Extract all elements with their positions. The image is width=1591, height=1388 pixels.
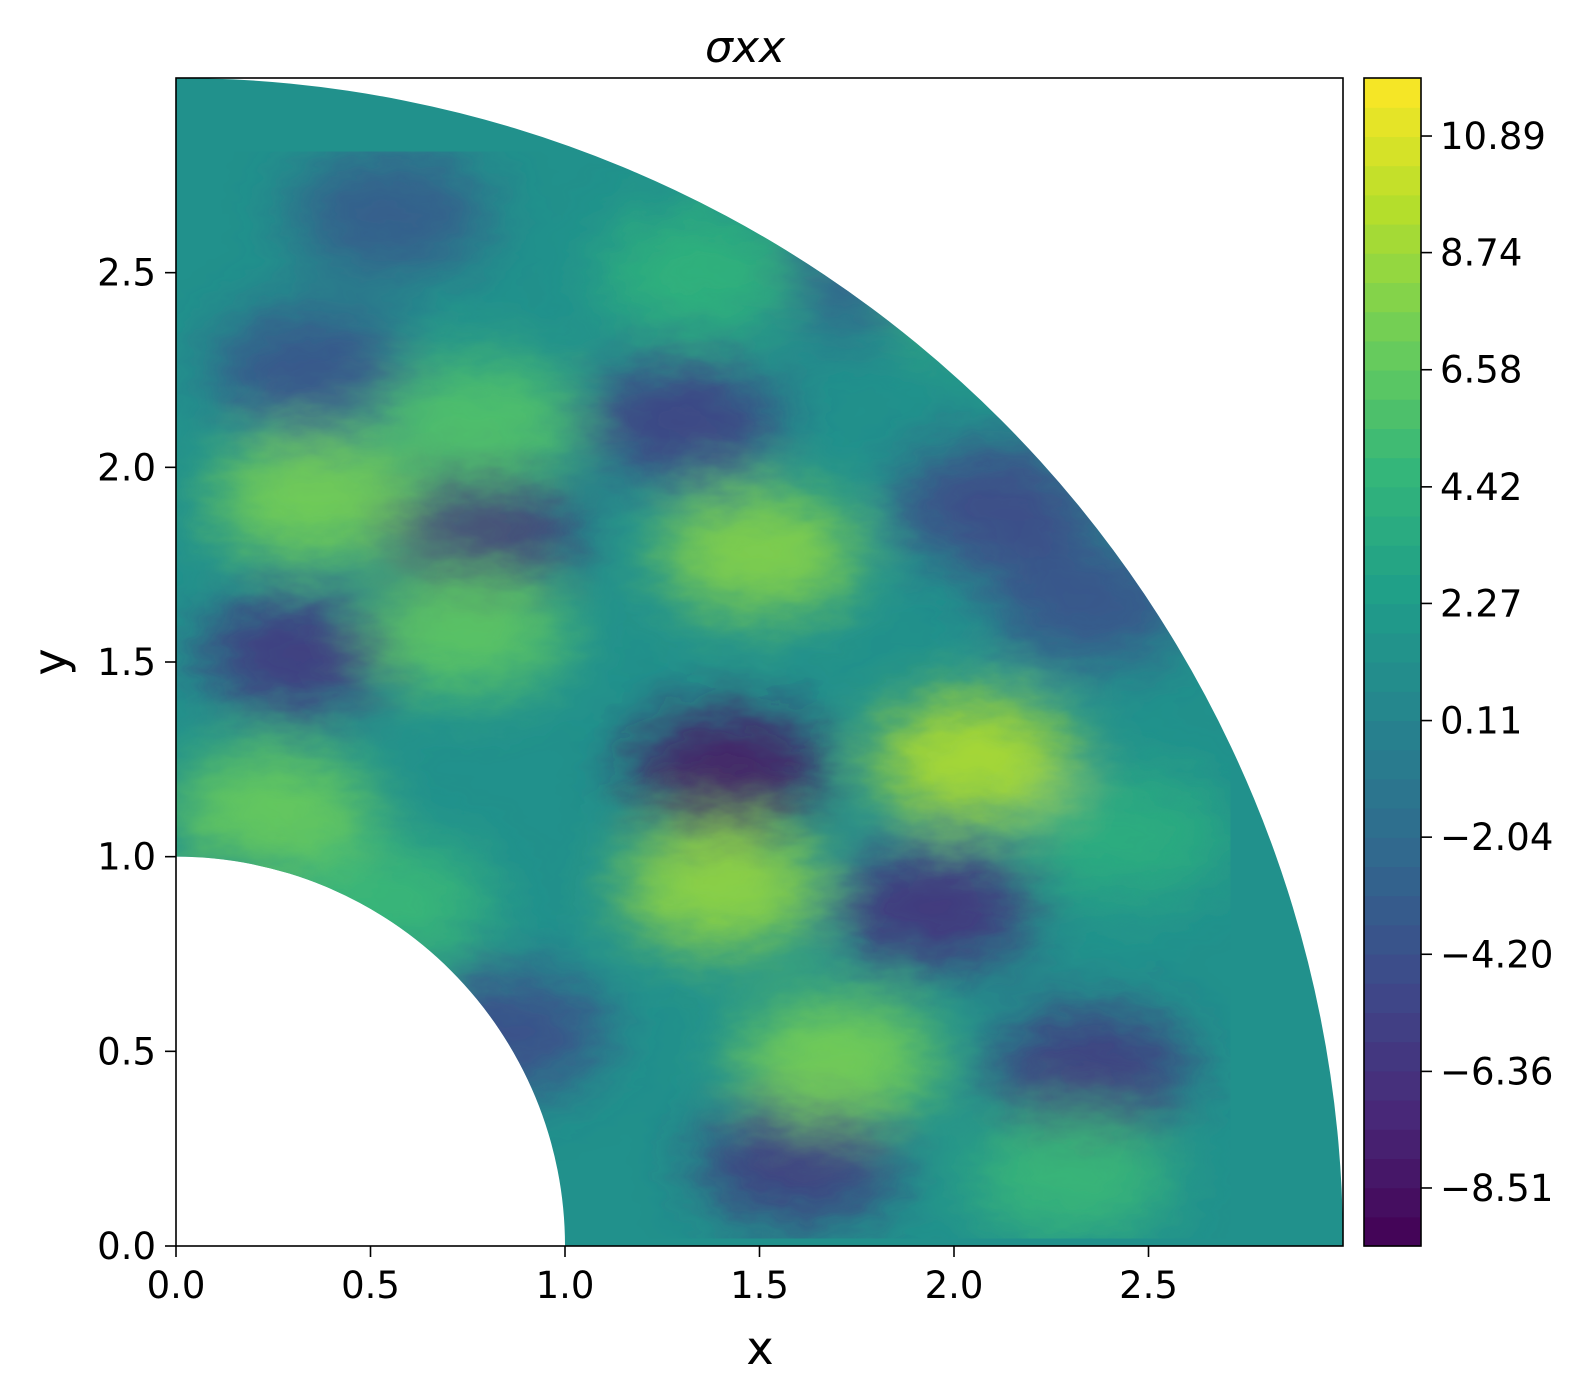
field-feature bbox=[378, 471, 581, 596]
colorbar-tick-label: 0.11 bbox=[1440, 700, 1522, 743]
field-feature bbox=[697, 1098, 900, 1223]
colorbar-band bbox=[1364, 370, 1421, 400]
y-axis-label: y bbox=[23, 648, 77, 675]
x-axis: 0.0 0.5 1.0 1.5 2.0 2.5 bbox=[147, 1246, 1178, 1307]
field-feature bbox=[969, 1113, 1172, 1239]
field-feature bbox=[891, 229, 1095, 355]
field-feature bbox=[366, 568, 569, 694]
colorbar-band bbox=[1364, 954, 1421, 984]
colorbar-band bbox=[1364, 808, 1421, 838]
colorbar-tick-label: 6.58 bbox=[1440, 349, 1522, 392]
colorbar-band bbox=[1364, 136, 1421, 167]
field-feature bbox=[580, 358, 783, 483]
colorbar-band bbox=[1364, 282, 1421, 313]
field-feature bbox=[199, 591, 402, 717]
colorbar-band bbox=[1364, 603, 1421, 634]
field-feature bbox=[405, 969, 608, 1095]
field-feature bbox=[600, 210, 803, 335]
colorbar-tick-label: −2.04 bbox=[1440, 816, 1553, 859]
y-tick-label: 0.5 bbox=[97, 1030, 156, 1073]
field-feature bbox=[619, 825, 822, 951]
colorbar-band bbox=[1364, 1100, 1421, 1130]
colorbar-band bbox=[1364, 691, 1421, 721]
colorbar-band bbox=[1364, 632, 1421, 663]
colorbar-band bbox=[1364, 399, 1421, 429]
y-tick-label: 2.5 bbox=[97, 252, 156, 295]
field-feature bbox=[378, 358, 581, 483]
colorbar-band bbox=[1364, 1041, 1421, 1072]
colorbar-band bbox=[1364, 311, 1421, 342]
colorbar-frame bbox=[1363, 77, 1422, 1247]
colorbar-band bbox=[1364, 253, 1421, 283]
colorbar-band bbox=[1364, 486, 1421, 517]
colorbar-band bbox=[1364, 837, 1421, 867]
colorbar-band bbox=[1364, 545, 1421, 575]
colorbar-tick-label: 2.27 bbox=[1440, 582, 1522, 625]
plot-area bbox=[175, 77, 1344, 1247]
colorbar-band bbox=[1364, 1158, 1421, 1189]
colorbar-band bbox=[1364, 107, 1421, 137]
chart-title: σxx bbox=[705, 22, 786, 73]
colorbar-band bbox=[1364, 778, 1421, 809]
colorbar-band bbox=[1364, 895, 1421, 926]
colorbar-tick-label: −8.51 bbox=[1440, 1167, 1553, 1210]
field-feature bbox=[288, 151, 492, 277]
colorbar-band bbox=[1364, 924, 1421, 955]
colorbar-band bbox=[1364, 224, 1421, 254]
field-feature bbox=[872, 697, 1075, 822]
x-tick-label: 2.5 bbox=[1119, 1264, 1178, 1307]
colorbar-tick-label: −6.36 bbox=[1440, 1050, 1553, 1093]
field-feature bbox=[658, 490, 861, 616]
colorbar-band bbox=[1364, 1216, 1421, 1247]
x-tick-label: 0.0 bbox=[147, 1264, 206, 1307]
colorbar-band bbox=[1364, 1129, 1421, 1159]
colorbar-band bbox=[1364, 662, 1421, 692]
x-axis-label: x bbox=[746, 1321, 773, 1375]
field-feature bbox=[989, 1008, 1192, 1134]
colorbar-band bbox=[1364, 428, 1421, 459]
field-feature bbox=[176, 747, 375, 873]
x-tick-label: 1.5 bbox=[730, 1264, 789, 1307]
x-tick-label: 2.0 bbox=[925, 1264, 984, 1307]
colorbar-tick-label: 10.89 bbox=[1440, 115, 1546, 158]
colorbar-band bbox=[1364, 516, 1421, 546]
colorbar-band bbox=[1364, 1187, 1421, 1218]
field-feature bbox=[627, 708, 830, 834]
colorbar-band bbox=[1364, 1070, 1421, 1101]
y-tick-label: 1.5 bbox=[97, 641, 156, 684]
field-feature bbox=[989, 541, 1192, 666]
field-feature bbox=[891, 443, 1095, 569]
colorbar-band bbox=[1364, 749, 1421, 780]
colorbar-band bbox=[1364, 574, 1421, 605]
colorbar-tick-label: 4.42 bbox=[1440, 466, 1522, 509]
colorbar-band bbox=[1364, 194, 1421, 225]
colorbar-band bbox=[1364, 340, 1421, 371]
colorbar-band bbox=[1364, 1012, 1421, 1043]
field-feature bbox=[1027, 774, 1231, 900]
y-tick-label: 1.0 bbox=[97, 836, 156, 879]
colorbar-tick-label: −4.20 bbox=[1440, 933, 1553, 976]
field-feature bbox=[211, 307, 414, 433]
colorbar-band bbox=[1364, 866, 1421, 897]
field-feature bbox=[736, 996, 939, 1122]
colorbar-band bbox=[1364, 78, 1421, 108]
colorbar-band bbox=[1364, 165, 1421, 196]
colorbar-band bbox=[1364, 457, 1421, 488]
y-tick-label: 0.0 bbox=[97, 1225, 156, 1268]
colorbar-band bbox=[1364, 983, 1421, 1013]
colorbar-band bbox=[1364, 720, 1421, 751]
y-axis: 0.0 0.5 1.0 1.5 2.0 2.5 bbox=[97, 252, 176, 1268]
colorbar: 10.89 8.74 6.58 4.42 2.27 0.11 −2.04 −4.20 −6.36… bbox=[1363, 77, 1553, 1247]
colorbar-tick-label: 8.74 bbox=[1440, 232, 1522, 275]
y-tick-label: 2.0 bbox=[97, 446, 156, 489]
colorbar-ticks: 10.89 8.74 6.58 4.42 2.27 0.11 −2.04 −4.20 −6.36… bbox=[1421, 115, 1553, 1210]
x-tick-label: 1.0 bbox=[536, 1264, 595, 1307]
colorbar-bands bbox=[1364, 78, 1421, 1247]
field-feature bbox=[211, 436, 414, 561]
x-tick-label: 0.5 bbox=[341, 1264, 400, 1307]
field-feature bbox=[288, 841, 492, 966]
field-feature bbox=[833, 844, 1036, 970]
